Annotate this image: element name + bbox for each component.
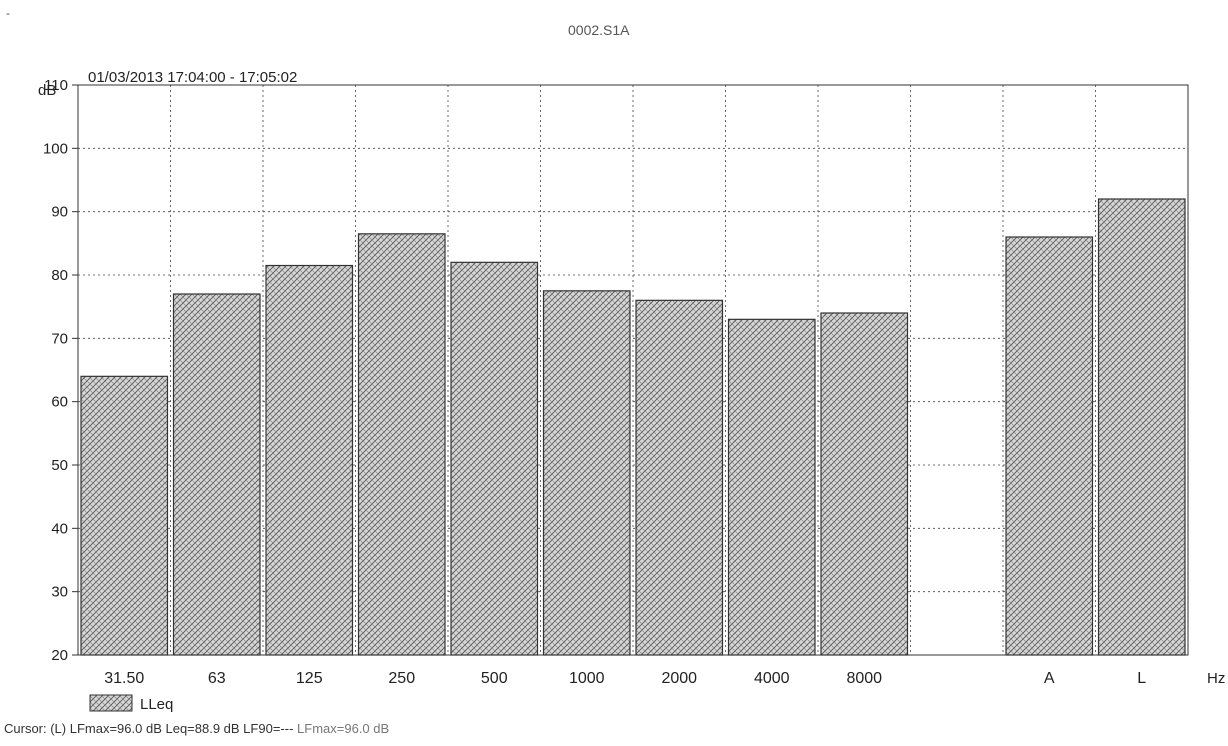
bar-500 xyxy=(450,261,539,656)
cursor-readout: Cursor: (L) LFmax=96.0 dB Leq=88.9 dB LF… xyxy=(4,721,389,736)
x-tick-label: 500 xyxy=(481,670,508,687)
x-tick-label: 4000 xyxy=(754,670,790,687)
y-tick-label: 110 xyxy=(44,77,68,94)
file-title: 0002.S1A xyxy=(568,22,630,38)
cursor-text-lfmax: LFmax=96.0 dB xyxy=(297,721,390,736)
bar-4000 xyxy=(727,318,816,656)
bar-125 xyxy=(265,264,354,656)
x-tick-label: 250 xyxy=(388,670,415,687)
x-tick-label: 1000 xyxy=(569,670,605,687)
axis-labels: 20 30 40 50 60 70 80 90 100 110 31.50 63 125 250 500 10… xyxy=(38,69,1225,713)
y-tick-label: 20 xyxy=(51,647,68,664)
bar-63 xyxy=(172,293,261,656)
y-axis-label: dB xyxy=(38,82,56,99)
x-tick-label: A xyxy=(1044,670,1055,687)
legend-swatch xyxy=(89,694,133,712)
bar-A xyxy=(1005,236,1094,656)
x-axis-label: Hz xyxy=(1207,670,1225,687)
corner-label: - xyxy=(6,6,10,20)
y-tick-label: 70 xyxy=(51,330,68,347)
bar-250 xyxy=(357,233,446,656)
y-tick-label: 60 xyxy=(51,394,68,411)
bar-8000 xyxy=(820,312,909,656)
x-tick-label: 2000 xyxy=(661,670,697,687)
x-tick-label: 31.50 xyxy=(104,670,144,687)
axes xyxy=(72,84,1189,656)
x-tick-label: 63 xyxy=(208,670,226,687)
y-tick-label: 80 xyxy=(51,267,68,284)
bar-31.50 xyxy=(80,375,169,656)
cursor-text: Cursor: (L) LFmax=96.0 dB Leq=88.9 dB LF… xyxy=(4,721,294,736)
y-tick-label: 90 xyxy=(51,204,68,221)
bars xyxy=(80,198,1186,656)
plot-frame xyxy=(77,84,1189,656)
grid xyxy=(78,85,1188,655)
x-tick-label: 8000 xyxy=(846,670,882,687)
y-tick-label: 30 xyxy=(51,584,68,601)
bar-L xyxy=(1097,198,1186,656)
y-tick-label: 100 xyxy=(43,140,68,157)
bar-2000 xyxy=(635,299,724,656)
legend-label: LLeq xyxy=(140,696,173,713)
x-tick-label: L xyxy=(1137,670,1146,687)
chart-title: 01/03/2013 17:04:00 - 17:05:02 xyxy=(88,69,297,86)
y-tick-label: 40 xyxy=(51,520,68,537)
bar-1000 xyxy=(542,290,631,656)
x-tick-label: 125 xyxy=(296,670,323,687)
y-tick-label: 50 xyxy=(51,457,68,474)
